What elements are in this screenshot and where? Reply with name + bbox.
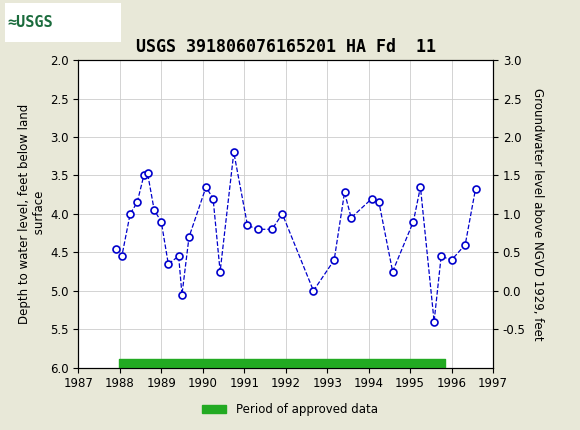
- Title: USGS 391806076165201 HA Fd  11: USGS 391806076165201 HA Fd 11: [136, 38, 436, 56]
- Legend: Period of approved data: Period of approved data: [198, 398, 382, 421]
- Y-axis label: Depth to water level, feet below land
 surface: Depth to water level, feet below land su…: [18, 104, 46, 324]
- Bar: [5, 3, 121, 42]
- Text: ≈USGS: ≈USGS: [8, 15, 53, 30]
- Y-axis label: Groundwater level above NGVD 1929, feet: Groundwater level above NGVD 1929, feet: [531, 88, 544, 340]
